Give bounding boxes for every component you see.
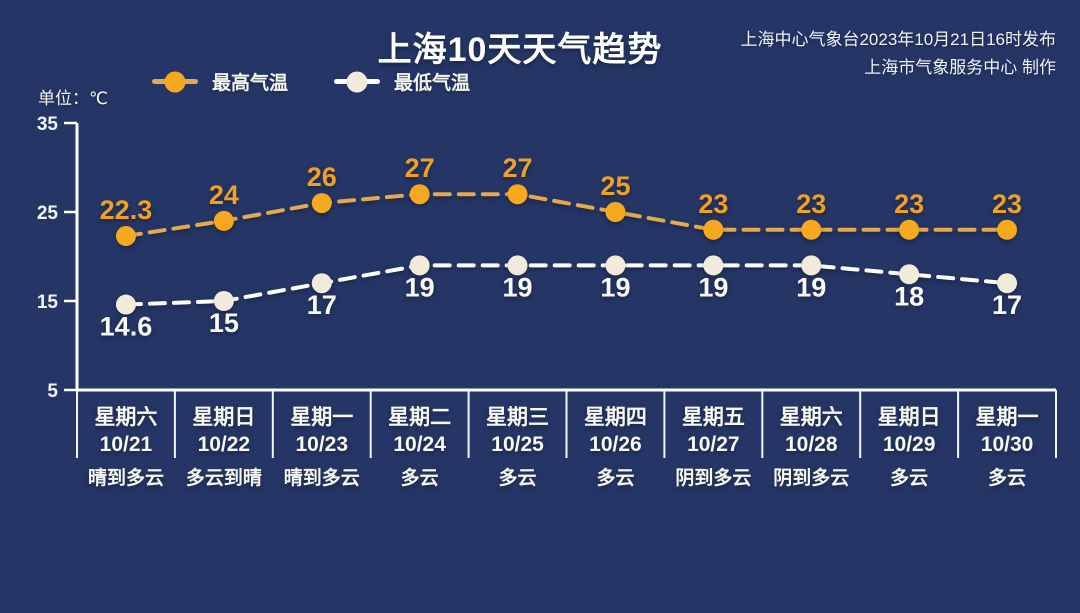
weather-label-10/27: 阴到多云 xyxy=(675,466,751,489)
high-temp-value-10/21: 22.3 xyxy=(100,195,153,225)
high-temp-line-icon xyxy=(152,71,198,92)
date-label-10/22: 10/22 xyxy=(198,433,251,456)
low-temp-value-10/25: 19 xyxy=(503,272,533,302)
high-temp-line xyxy=(123,192,1010,239)
low-temp-value-10/27: 19 xyxy=(698,272,728,302)
high-temp-point-10/26 xyxy=(605,202,626,222)
low-temp-value-10/26: 19 xyxy=(600,272,630,302)
low-temp-point-10/23 xyxy=(311,273,332,294)
high-temp-value-10/22: 24 xyxy=(209,180,239,210)
day-label-10/25: 星期三 xyxy=(486,406,549,429)
legend-label-high-temp: 最高气温 xyxy=(212,73,289,94)
low-temp-point-10/27 xyxy=(703,255,724,276)
high-temp-point-10/29 xyxy=(899,219,920,240)
weather-label-10/25: 多云 xyxy=(499,466,537,489)
low-temp-point-10/26 xyxy=(605,255,626,276)
high-temp-point-10/25 xyxy=(507,184,528,205)
weather-label-10/26: 多云 xyxy=(596,466,634,489)
chart-legend: 最高气温 最低气温 xyxy=(152,68,470,95)
day-label-10/23: 星期一 xyxy=(290,406,353,429)
low-temp-point-10/25 xyxy=(507,255,528,276)
high-temp-value-10/29: 23 xyxy=(894,189,924,219)
day-label-10/21: 星期六 xyxy=(94,406,157,429)
date-label-10/21: 10/21 xyxy=(100,433,153,456)
low-temp-line xyxy=(123,263,1010,307)
high-temp-value-10/26: 25 xyxy=(600,171,630,201)
low-temp-point-10/24 xyxy=(409,255,430,276)
low-temp-value-10/28: 19 xyxy=(796,272,826,302)
high-temp-point-10/22 xyxy=(213,210,234,231)
high-temp-value-10/27: 23 xyxy=(698,189,728,219)
legend-label-low-temp: 最低气温 xyxy=(394,73,471,94)
y-tick-label: 5 xyxy=(47,381,58,402)
high-temp-point-10/21 xyxy=(115,226,136,247)
low-temp-point-10/29 xyxy=(899,264,920,285)
legend-item-low-temp: 最低气温 xyxy=(334,68,470,95)
day-label-10/24: 星期二 xyxy=(388,406,451,429)
y-tick-label: 15 xyxy=(37,292,59,313)
y-tick-label: 35 xyxy=(37,114,59,135)
date-label-10/27: 10/27 xyxy=(687,433,740,456)
date-label-10/24: 10/24 xyxy=(393,433,446,456)
low-temp-line-icon xyxy=(334,71,381,92)
date-label-10/29: 10/29 xyxy=(883,433,936,456)
low-temp-point-10/21 xyxy=(115,294,136,315)
date-label-10/23: 10/23 xyxy=(295,433,348,456)
low-temp-value-10/29: 18 xyxy=(894,281,924,311)
low-temp-value-10/23: 17 xyxy=(307,290,337,320)
high-temp-value-10/28: 23 xyxy=(796,189,826,219)
day-label-10/27: 星期五 xyxy=(682,406,745,429)
low-temp-value-10/22: 15 xyxy=(209,308,239,338)
high-temp-point-10/24 xyxy=(409,184,430,205)
date-label-10/28: 10/28 xyxy=(785,433,838,456)
weather-label-10/28: 阴到多云 xyxy=(773,466,849,489)
weather-label-10/29: 多云 xyxy=(890,466,928,489)
low-temp-value-10/21: 14.6 xyxy=(100,312,153,342)
high-temp-point-10/23 xyxy=(311,193,332,214)
low-temp-value-10/24: 19 xyxy=(405,272,435,302)
unit-label: 单位：℃ xyxy=(38,89,109,108)
high-temp-value-10/25: 27 xyxy=(503,153,533,183)
weather-label-10/21: 晴到多云 xyxy=(88,466,164,489)
high-temp-value-10/23: 26 xyxy=(307,162,337,192)
publisher-line-2: 上海市气象服务中心 制作 xyxy=(864,57,1056,77)
day-label-10/30: 星期一 xyxy=(976,406,1039,429)
day-label-10/29: 星期日 xyxy=(878,406,941,429)
high-temp-dot-icon xyxy=(164,71,186,92)
publisher-line-1: 上海中心气象台2023年10月21日16时发布 xyxy=(740,30,1056,49)
low-temp-value-10/30: 17 xyxy=(992,290,1022,320)
low-temp-point-10/22 xyxy=(213,291,234,311)
high-temp-value-10/24: 27 xyxy=(405,153,435,183)
date-label-10/25: 10/25 xyxy=(491,433,544,456)
date-label-10/26: 10/26 xyxy=(589,433,642,456)
low-temp-point-10/28 xyxy=(801,255,822,276)
weather-label-10/30: 多云 xyxy=(988,466,1026,489)
low-temp-point-10/30 xyxy=(997,273,1018,294)
day-label-10/28: 星期六 xyxy=(780,406,843,429)
legend-item-high-temp: 最高气温 xyxy=(152,68,288,95)
high-temp-value-10/30: 23 xyxy=(992,189,1022,219)
high-temp-point-10/28 xyxy=(801,219,822,240)
weather-label-10/24: 多云 xyxy=(401,466,439,489)
high-temp-point-10/27 xyxy=(703,219,724,240)
high-temp-point-10/30 xyxy=(997,219,1018,240)
day-label-10/26: 星期四 xyxy=(584,406,647,429)
page-title: 上海10天天气趋势 xyxy=(377,31,663,69)
publisher-info: 上海中心气象台2023年10月21日16时发布 上海市气象服务中心 制作 xyxy=(740,26,1056,81)
date-label-10/30: 10/30 xyxy=(981,433,1034,456)
y-tick-label: 25 xyxy=(37,203,59,224)
weather-label-10/22: 多云到晴 xyxy=(186,466,262,489)
low-temp-dot-icon xyxy=(346,71,368,92)
day-label-10/22: 星期日 xyxy=(192,406,255,429)
weather-label-10/23: 晴到多云 xyxy=(284,466,360,489)
